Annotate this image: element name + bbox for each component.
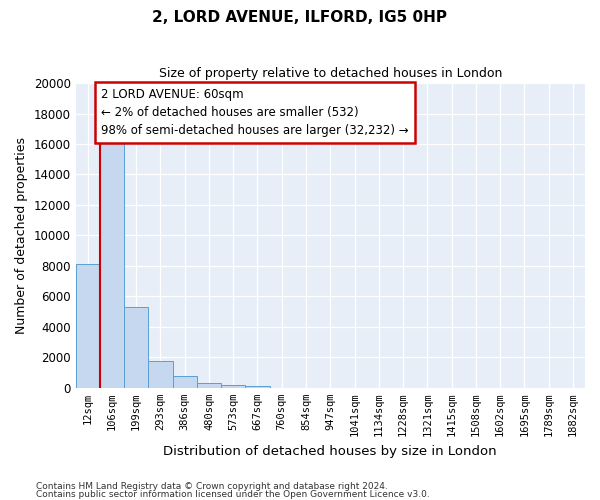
Text: Contains HM Land Registry data © Crown copyright and database right 2024.: Contains HM Land Registry data © Crown c… (36, 482, 388, 491)
Y-axis label: Number of detached properties: Number of detached properties (15, 137, 28, 334)
Bar (76, 264, 100, 388)
Bar (245, 386, 269, 388)
Bar (221, 384, 245, 388)
Text: Contains public sector information licensed under the Open Government Licence v3: Contains public sector information licen… (36, 490, 430, 499)
Title: Size of property relative to detached houses in London: Size of property relative to detached ho… (158, 68, 502, 80)
Bar (100, 136, 124, 388)
Bar (148, 361, 173, 388)
Text: 2, LORD AVENUE, ILFORD, IG5 0HP: 2, LORD AVENUE, ILFORD, IG5 0HP (152, 10, 448, 25)
Text: 2 LORD AVENUE: 60sqm
← 2% of detached houses are smaller (532)
98% of semi-detac: 2 LORD AVENUE: 60sqm ← 2% of detached ho… (101, 88, 409, 136)
Bar (124, 307, 148, 388)
Bar (173, 376, 197, 388)
Bar (197, 383, 221, 388)
X-axis label: Distribution of detached houses by size in London: Distribution of detached houses by size … (163, 444, 497, 458)
